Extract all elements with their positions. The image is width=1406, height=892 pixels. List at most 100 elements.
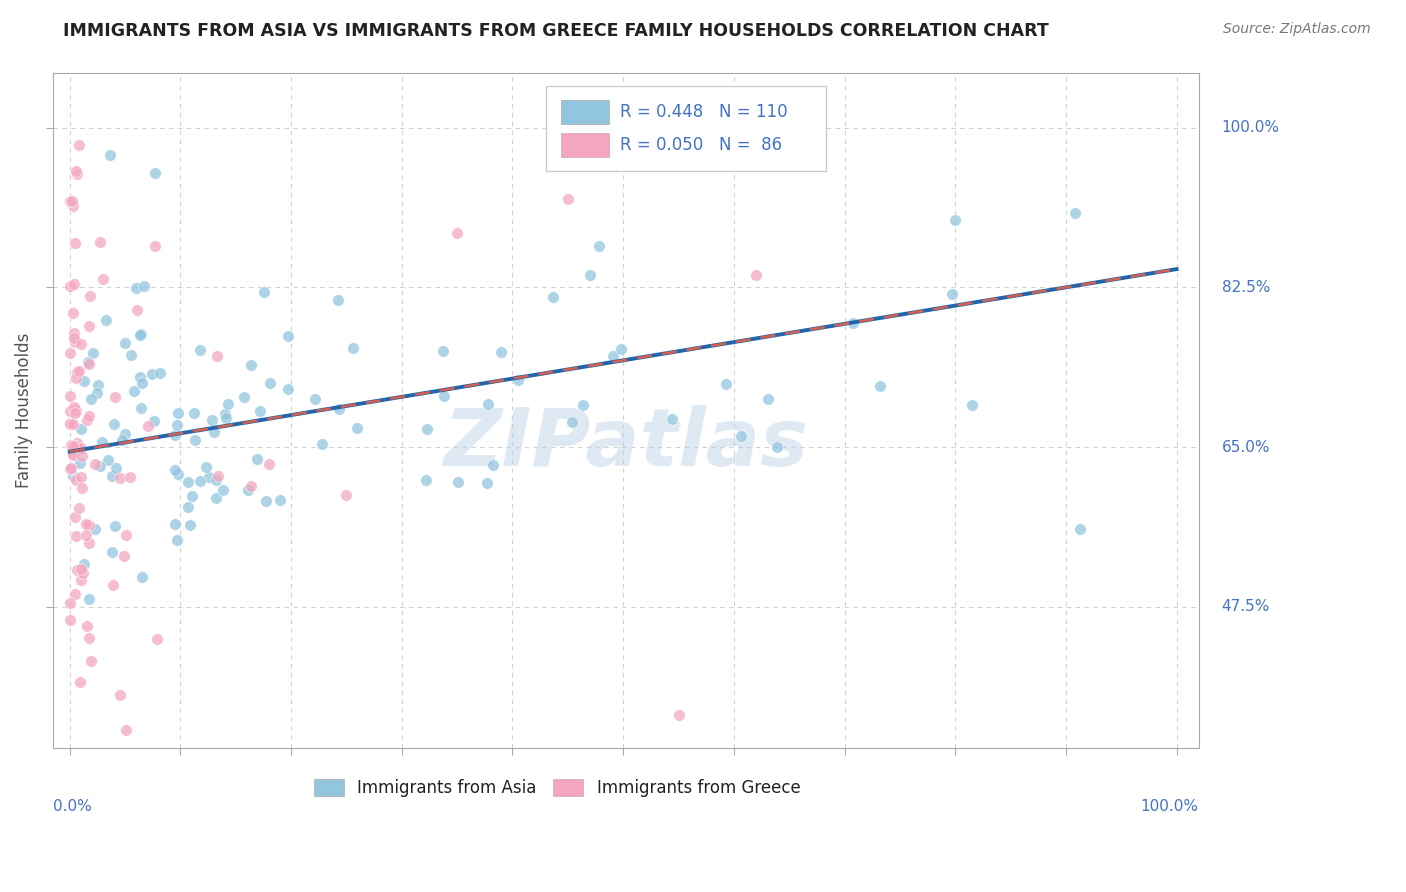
Point xyxy=(202,425,225,439)
Point xyxy=(79,631,101,645)
Point xyxy=(73,557,96,571)
Point xyxy=(143,239,166,253)
Point xyxy=(506,373,529,387)
Point xyxy=(59,389,82,403)
Point xyxy=(114,723,136,737)
Point xyxy=(59,194,82,209)
Point xyxy=(67,500,90,515)
Point xyxy=(842,316,865,330)
Point xyxy=(67,138,90,153)
Point xyxy=(70,449,93,463)
Text: 82.5%: 82.5% xyxy=(1222,280,1270,295)
Point xyxy=(167,467,190,481)
Point xyxy=(176,500,198,515)
Point xyxy=(59,613,82,627)
Point xyxy=(143,414,166,428)
Point xyxy=(104,461,127,475)
Point xyxy=(249,404,271,418)
Point xyxy=(233,390,256,404)
Point xyxy=(70,337,93,351)
Point xyxy=(59,460,82,475)
Point xyxy=(72,566,94,580)
Point xyxy=(432,343,454,358)
Point xyxy=(328,402,350,417)
Point xyxy=(342,341,364,355)
Point xyxy=(86,385,108,400)
Point xyxy=(60,194,83,208)
Point xyxy=(63,335,86,350)
Point xyxy=(869,379,891,393)
Point xyxy=(89,458,111,473)
Point xyxy=(326,293,349,307)
Point xyxy=(277,329,299,343)
Point xyxy=(149,366,172,380)
Point xyxy=(207,468,229,483)
Point xyxy=(79,289,101,303)
Point xyxy=(62,439,84,453)
FancyBboxPatch shape xyxy=(546,87,827,171)
Point xyxy=(70,561,93,575)
Point xyxy=(661,411,683,425)
Point xyxy=(65,510,87,524)
Point xyxy=(166,407,188,421)
Point xyxy=(188,474,211,488)
Point xyxy=(104,518,127,533)
Point xyxy=(65,587,87,601)
Point xyxy=(62,446,84,460)
Point xyxy=(269,493,291,508)
Point xyxy=(183,406,205,420)
Point xyxy=(201,413,224,427)
Point xyxy=(446,226,468,240)
Legend: Immigrants from Asia, Immigrants from Greece: Immigrants from Asia, Immigrants from Gr… xyxy=(314,779,800,797)
Point xyxy=(179,518,201,533)
Point xyxy=(114,336,136,351)
Point xyxy=(238,483,260,498)
Point xyxy=(62,306,84,320)
Point xyxy=(125,302,148,317)
Text: 47.5%: 47.5% xyxy=(1222,599,1270,615)
Point xyxy=(111,433,134,447)
Point xyxy=(129,401,152,416)
Point xyxy=(415,474,437,488)
Point xyxy=(346,420,368,434)
Point xyxy=(943,213,966,227)
Point xyxy=(602,349,624,363)
Point xyxy=(163,428,186,442)
Point xyxy=(163,463,186,477)
Point xyxy=(87,377,110,392)
Point xyxy=(561,415,583,429)
Point xyxy=(114,427,136,442)
Point xyxy=(108,470,131,484)
Point xyxy=(668,707,690,722)
Point xyxy=(66,562,89,576)
Point xyxy=(205,349,228,363)
Point xyxy=(77,535,100,549)
Point xyxy=(254,494,277,508)
Point xyxy=(177,475,200,490)
Point xyxy=(259,458,281,472)
Point xyxy=(960,398,983,412)
Point xyxy=(63,326,86,340)
Point xyxy=(217,397,239,411)
Text: 0.0%: 0.0% xyxy=(53,798,91,814)
Text: R = 0.050   N =  86: R = 0.050 N = 86 xyxy=(620,136,782,154)
Point xyxy=(205,491,228,505)
Point xyxy=(63,406,86,420)
Point xyxy=(141,367,163,381)
Point xyxy=(84,458,107,472)
Point xyxy=(77,592,100,607)
Point xyxy=(70,481,93,495)
Point xyxy=(745,268,768,282)
Point xyxy=(941,287,963,301)
Point xyxy=(239,479,262,493)
Point xyxy=(66,365,89,379)
Point xyxy=(94,313,117,327)
Text: ZIPatlas: ZIPatlas xyxy=(443,405,808,483)
Point xyxy=(481,458,503,472)
Point xyxy=(447,475,470,489)
Point xyxy=(59,417,82,432)
Point xyxy=(104,390,127,404)
Point xyxy=(112,549,135,564)
Point xyxy=(63,400,86,414)
Point xyxy=(69,456,91,470)
